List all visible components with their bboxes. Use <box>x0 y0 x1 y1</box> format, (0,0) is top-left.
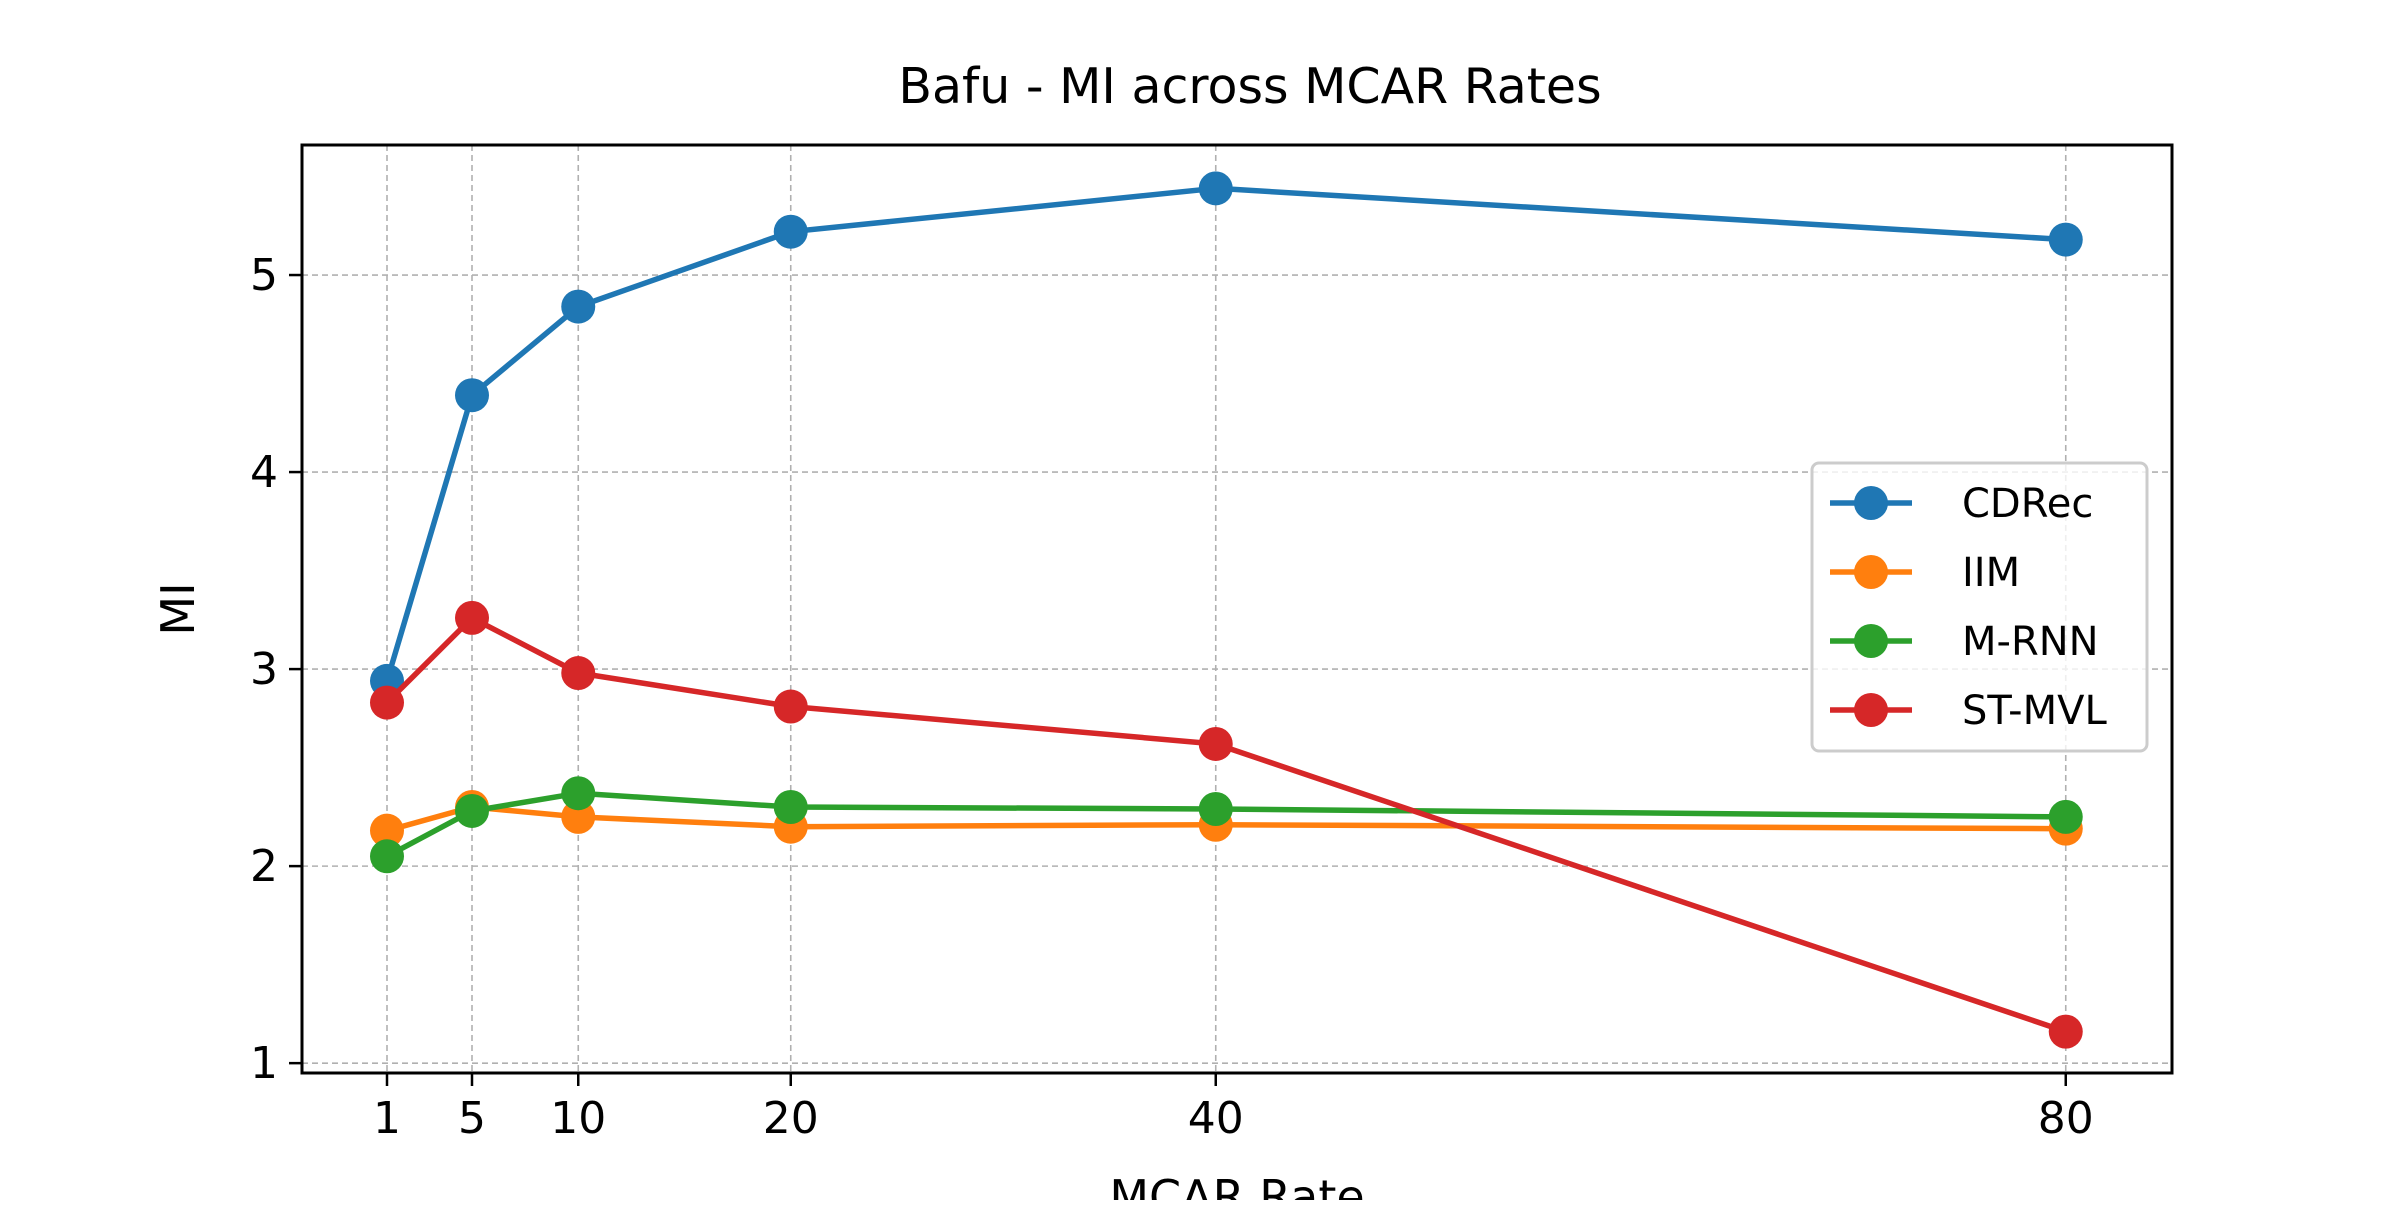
data-point-cdrec <box>773 214 808 249</box>
data-point-cdrec <box>2048 222 2083 257</box>
chart-title: Bafu - MI across MCAR Rates <box>898 58 1601 115</box>
y-tick-label: 3 <box>250 644 278 695</box>
y-tick-label: 5 <box>250 250 278 301</box>
legend-marker-cdrec <box>1854 486 1888 520</box>
axis-ticks: 1 5 10 20 40 80 1 2 3 4 5 <box>250 250 2094 1144</box>
data-point-cdrec <box>1198 171 1233 206</box>
series-layer <box>370 171 2083 1049</box>
series-line-cdrec <box>384 185 2066 682</box>
data-point-st-mvl <box>2048 1014 2083 1049</box>
series-m-rnn <box>370 776 2083 874</box>
series-cdrec <box>370 171 2083 698</box>
data-point-st-mvl <box>561 656 596 691</box>
x-tick-label: 5 <box>458 1093 486 1144</box>
data-point-cdrec <box>561 289 596 324</box>
data-point-m-rnn <box>455 793 489 828</box>
y-tick-label: 2 <box>250 841 278 892</box>
legend-marker-m-rnn <box>1854 624 1888 658</box>
legend-box <box>1810 461 2149 753</box>
data-point-cdrec <box>455 378 489 413</box>
legend-marker-iim <box>1854 555 1888 589</box>
legend-label-cdrec: CDRec <box>1962 481 2093 527</box>
x-tick-label: 40 <box>1188 1093 1244 1144</box>
legend-marker-st-mvl <box>1854 693 1888 727</box>
data-point-iim <box>370 813 404 848</box>
data-point-m-rnn <box>561 776 596 811</box>
legend: CDRec IIM M-RNN ST-MVL <box>1810 461 2149 753</box>
data-point-m-rnn <box>370 839 404 874</box>
x-tick-label: 10 <box>550 1093 606 1144</box>
data-point-m-rnn <box>1198 791 1233 826</box>
data-point-st-mvl <box>370 685 404 720</box>
x-tick-label: 80 <box>2038 1093 2094 1144</box>
data-point-m-rnn <box>2048 799 2083 834</box>
series-line-st-mvl <box>385 615 2067 1035</box>
data-point-m-rnn <box>773 790 808 825</box>
legend-label-iim: IIM <box>1962 550 2020 596</box>
legend-label-st-mvl: ST-MVL <box>1962 688 2107 734</box>
y-tick-label: 4 <box>250 447 278 498</box>
legend-label-m-rnn: M-RNN <box>1962 619 2099 665</box>
x-tick-label: 1 <box>373 1093 401 1144</box>
data-point-st-mvl <box>773 689 808 724</box>
y-tick-label: 1 <box>250 1038 278 1089</box>
plot-frame <box>300 143 2174 1075</box>
data-point-iim <box>561 799 596 834</box>
x-tick-label: 20 <box>763 1093 819 1144</box>
data-point-st-mvl <box>1198 726 1233 761</box>
x-axis-label: MCAR Rate <box>1109 1170 1364 1200</box>
series-st-mvl <box>370 600 2083 1049</box>
data-point-st-mvl <box>455 600 489 635</box>
y-axis-label: MI <box>151 582 205 635</box>
